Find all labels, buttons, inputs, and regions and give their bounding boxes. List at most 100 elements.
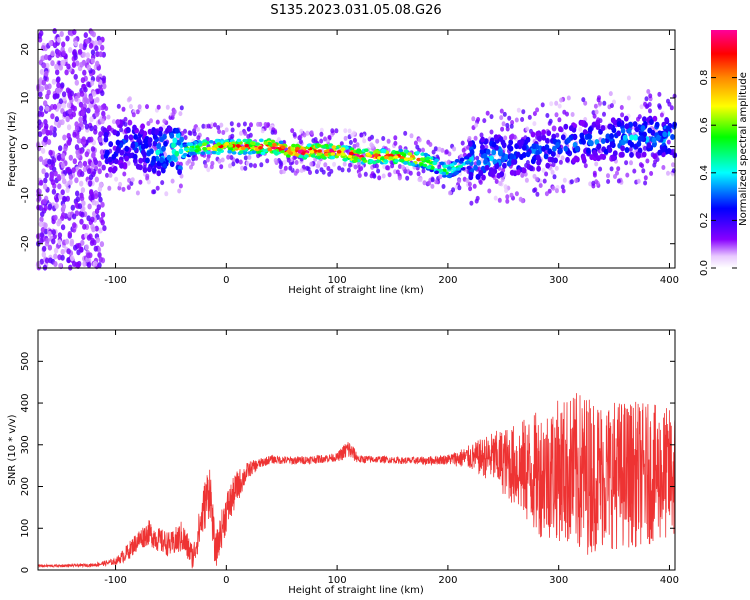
- spectrogram-cell: [651, 141, 657, 148]
- spectrogram-cell: [475, 173, 481, 180]
- spectrogram-cell: [167, 126, 173, 133]
- spectrogram-cell: [39, 232, 45, 238]
- spectrogram-cell: [531, 143, 537, 150]
- spectrogram-cell: [380, 156, 385, 161]
- spectrogram-cell: [94, 208, 100, 215]
- spectrogram-cell: [66, 166, 71, 173]
- spectrogram-cell: [185, 160, 190, 166]
- spectrogram-cell: [578, 126, 583, 132]
- spectrogram-cell: [95, 76, 101, 83]
- spectrogram-cell: [327, 134, 332, 140]
- spectrogram-cell: [405, 175, 410, 181]
- spectrogram-cell: [600, 125, 606, 131]
- spectrogram-cell: [39, 68, 45, 75]
- spectrogram-cell: [524, 177, 529, 183]
- spectrogram-cell: [39, 258, 44, 265]
- spectrogram-cell: [72, 49, 77, 55]
- spectrogram-cell: [231, 161, 236, 167]
- spectrogram-cell: [528, 165, 534, 172]
- spectrogram-cell: [102, 83, 107, 90]
- spectrogram-cell: [554, 112, 559, 118]
- spectrogram-cell: [54, 92, 60, 99]
- spectrogram-cell: [468, 171, 474, 178]
- spectrogram-cell: [77, 242, 82, 249]
- spectrogram-cell: [362, 138, 367, 144]
- spectrogram-cell: [50, 113, 55, 120]
- spectrogram-cell: [205, 157, 210, 163]
- spectrogram-cell: [580, 119, 585, 126]
- spectrogram-cell: [422, 180, 427, 186]
- spectrogram-cell: [62, 196, 68, 203]
- spectrogram-cell: [473, 135, 478, 141]
- spectrogram-cell: [149, 118, 153, 124]
- spectrogram-cell: [124, 145, 130, 152]
- spectrogram-cell: [108, 141, 114, 148]
- spectrogram-cell: [260, 128, 265, 134]
- spectrogram-cell: [505, 122, 510, 128]
- spectrogram-cell: [51, 229, 56, 236]
- spectrogram-cell: [302, 132, 307, 138]
- spectrogram-cell: [47, 230, 52, 237]
- spectrogram-cell: [454, 171, 459, 175]
- x-tick-label: 400: [660, 275, 679, 286]
- y-tick-label: 0: [20, 567, 31, 573]
- spectrogram-cell: [57, 239, 62, 246]
- spectrogram-cell: [626, 95, 631, 101]
- spectrogram-cell: [97, 252, 102, 258]
- spectrogram-cell: [558, 147, 563, 154]
- spectrogram-cell: [670, 134, 675, 140]
- spectrogram-cell: [98, 196, 103, 203]
- spectrogram-cell: [580, 136, 585, 143]
- spectrogram-cell: [90, 57, 96, 64]
- spectrogram-cell: [42, 136, 48, 143]
- spectrogram-cell: [639, 104, 644, 110]
- spectrogram-cell: [491, 149, 497, 156]
- spectrogram-cell: [190, 161, 195, 167]
- spectrogram-cell: [504, 188, 509, 194]
- spectrogram-cell: [49, 125, 54, 132]
- spectrogram-cell: [47, 203, 53, 210]
- spectrogram-cell: [629, 160, 633, 166]
- spectrogram-cell: [163, 152, 168, 158]
- spectrogram-cell: [489, 155, 494, 162]
- spectrogram-cell: [58, 262, 63, 269]
- spectrogram-cell: [211, 147, 217, 151]
- spectrogram-cell: [61, 203, 67, 210]
- spectrogram-cell: [63, 145, 68, 152]
- spectrogram-cell: [145, 173, 150, 179]
- spectrogram-cell: [45, 93, 50, 100]
- spectrogram-cell: [178, 148, 184, 155]
- spectrogram-cell: [427, 180, 432, 186]
- spectrogram-cell: [249, 122, 253, 128]
- spectrogram-cell: [60, 152, 66, 159]
- spectrogram-cell: [592, 170, 597, 176]
- spectrogram-cell: [125, 127, 131, 134]
- spectrogram-cell: [72, 105, 78, 112]
- spectrogram-cell: [292, 132, 297, 137]
- spectrogram-cell: [155, 119, 160, 125]
- spectrogram-cell: [107, 156, 113, 163]
- spectrogram-cell: [156, 170, 162, 177]
- spectrogram-cell: [286, 157, 291, 163]
- spectrogram-cell: [532, 111, 537, 117]
- spectrogram-cell: [71, 167, 76, 174]
- spectrogram-cell: [563, 123, 569, 130]
- spectrogram-cell: [137, 104, 142, 110]
- spectrogram-cell: [320, 154, 325, 159]
- spectrogram-cell: [468, 140, 473, 147]
- spectrogram-cell: [623, 115, 629, 122]
- spectrogram-cell: [100, 219, 105, 226]
- spectrogram-cell: [408, 157, 414, 161]
- spectrogram-cell: [397, 175, 402, 181]
- spectrogram-cell: [62, 134, 67, 141]
- spectrogram-cell: [74, 125, 80, 132]
- x-tick-label: 300: [549, 575, 568, 586]
- spectrogram-cell: [86, 64, 92, 71]
- spectrogram-cell: [661, 151, 666, 158]
- spectrogram-cell: [418, 177, 423, 183]
- spectrogram-cell: [348, 162, 352, 168]
- spectrogram-cell: [441, 171, 447, 176]
- spectrogram-cell: [353, 159, 358, 163]
- spectrogram-cell: [84, 151, 90, 158]
